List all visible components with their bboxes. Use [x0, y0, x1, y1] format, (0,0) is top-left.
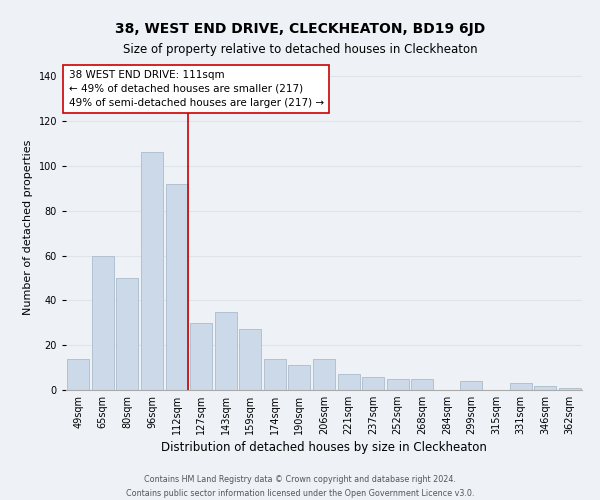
Bar: [215, 312, 237, 390]
Text: 38, WEST END DRIVE, CLECKHEATON, BD19 6JD: 38, WEST END DRIVE, CLECKHEATON, BD19 6J…: [115, 22, 485, 36]
Bar: [239, 330, 262, 390]
Bar: [534, 386, 556, 390]
Bar: [509, 384, 532, 390]
X-axis label: Distribution of detached houses by size in Cleckheaton: Distribution of detached houses by size …: [161, 442, 487, 454]
Bar: [67, 358, 89, 390]
Bar: [460, 381, 482, 390]
Bar: [264, 358, 286, 390]
Bar: [289, 366, 310, 390]
Bar: [92, 256, 114, 390]
Text: 38 WEST END DRIVE: 111sqm
← 49% of detached houses are smaller (217)
49% of semi: 38 WEST END DRIVE: 111sqm ← 49% of detac…: [68, 70, 324, 108]
Y-axis label: Number of detached properties: Number of detached properties: [23, 140, 33, 315]
Bar: [313, 358, 335, 390]
Bar: [559, 388, 581, 390]
Bar: [190, 323, 212, 390]
Bar: [116, 278, 139, 390]
Text: Size of property relative to detached houses in Cleckheaton: Size of property relative to detached ho…: [122, 42, 478, 56]
Bar: [386, 379, 409, 390]
Bar: [141, 152, 163, 390]
Text: Contains HM Land Registry data © Crown copyright and database right 2024.
Contai: Contains HM Land Registry data © Crown c…: [126, 476, 474, 498]
Bar: [362, 376, 384, 390]
Bar: [338, 374, 359, 390]
Bar: [411, 379, 433, 390]
Bar: [166, 184, 188, 390]
